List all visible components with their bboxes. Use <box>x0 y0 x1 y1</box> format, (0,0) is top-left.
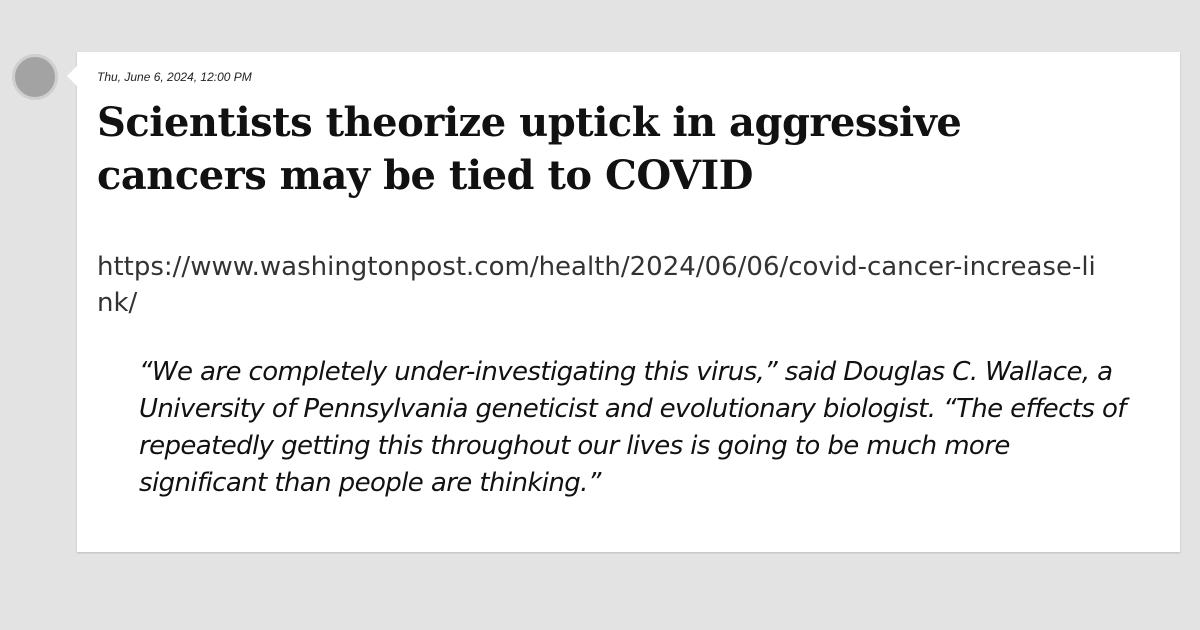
post-headline: Scientists theorize uptick in aggressive… <box>97 99 962 199</box>
post-card: Thu, June 6, 2024, 12:00 PM Scientists t… <box>67 52 1180 552</box>
avatar[interactable] <box>12 54 58 100</box>
post-timestamp: Thu, June 6, 2024, 12:00 PM <box>97 70 252 84</box>
article-link[interactable]: https://www.washingtonpost.com/health/20… <box>97 252 1096 318</box>
article-quote: “We are completely under-investigating t… <box>139 357 1126 498</box>
